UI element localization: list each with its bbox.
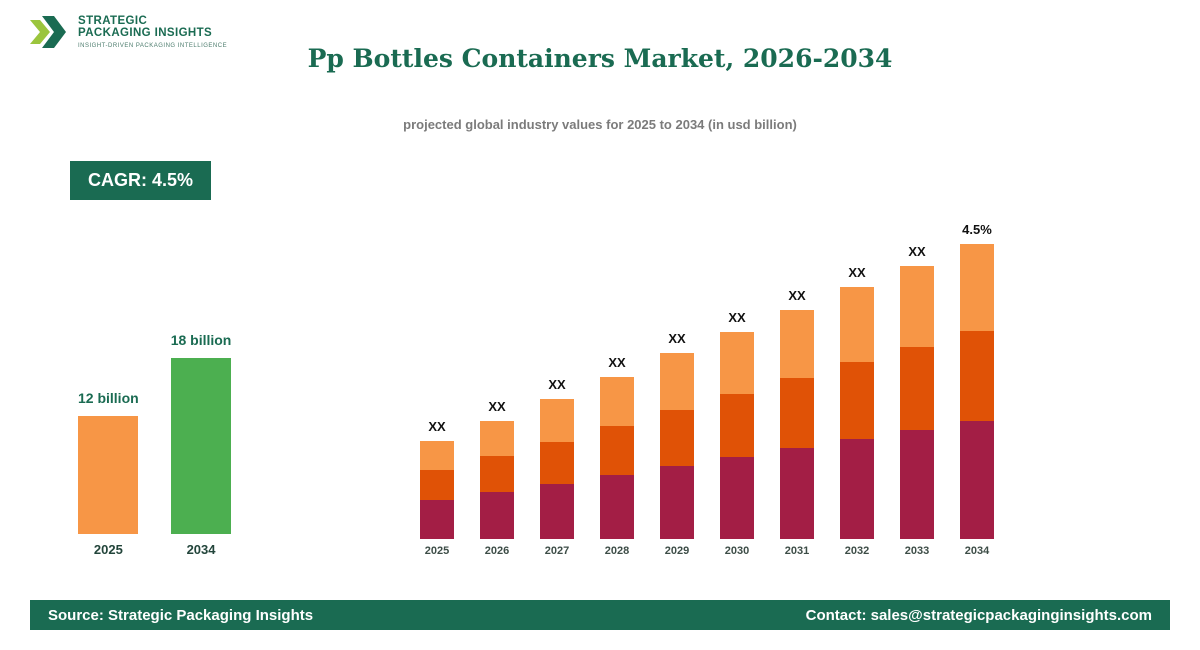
bar-segment-segment-bottom — [720, 457, 754, 539]
summary-bar — [78, 416, 139, 534]
brand-logo-text: STRATEGIC PACKAGING INSIGHTS INSIGHT-DRI… — [78, 15, 227, 49]
bar-segment-segment-middle — [600, 426, 634, 475]
stacked-bar-group: XX 2030 — [720, 197, 754, 557]
bar-year-label: 2025 — [424, 545, 450, 557]
bar-segment-segment-middle — [900, 347, 934, 430]
bar-year-label: 2029 — [664, 545, 690, 557]
cagr-badge: CAGR: 4.5% — [70, 161, 212, 200]
page-title: Pp Bottles Containers Market, 2026-2034 — [307, 44, 893, 73]
summary-bar — [171, 358, 232, 534]
bar-segment-segment-bottom — [600, 475, 634, 539]
stacked-bar-group: XX 2027 — [540, 197, 574, 557]
bar-segment-segment-middle — [660, 410, 694, 466]
bar-value-label: XX — [728, 310, 746, 325]
bar-segment-segment-middle — [720, 394, 754, 457]
bar-value-label: 4.5% — [962, 222, 992, 237]
bar-segment-segment-top — [540, 399, 574, 442]
bar-value-label: XX — [428, 419, 446, 434]
stacked-bar — [540, 399, 574, 539]
bar-segment-segment-middle — [480, 456, 514, 492]
bar-value-label: XX — [788, 288, 806, 303]
summary-bar-group: 18 billion 2034 — [171, 322, 232, 557]
stacked-bar — [840, 287, 874, 539]
bar-year-label: 2033 — [904, 545, 930, 557]
stacked-bar-group: XX 2031 — [780, 197, 814, 557]
bar-segment-segment-top — [840, 287, 874, 362]
bar-segment-segment-bottom — [480, 492, 514, 539]
stacked-bar-group: XX 2026 — [480, 197, 514, 557]
bar-segment-segment-bottom — [900, 430, 934, 539]
brand-name-line2: PACKAGING INSIGHTS — [78, 26, 213, 39]
bar-year-label: 2026 — [484, 545, 510, 557]
brand-name-line1: STRATEGIC — [78, 14, 148, 27]
stacked-bar — [480, 421, 514, 539]
bar-segment-segment-top — [780, 310, 814, 378]
double-chevron-logo-icon — [30, 16, 66, 48]
bar-segment-segment-top — [660, 353, 694, 410]
bar-segment-segment-top — [600, 377, 634, 426]
stacked-bar-chart: XX 2025 XX 2026 XX 2027 XX 2028 XX 2029 XX 2030 XX 20… — [420, 197, 994, 557]
bar-segment-segment-top — [960, 244, 994, 331]
bar-segment-segment-middle — [780, 378, 814, 448]
stacked-bar-group: XX 2032 — [840, 197, 874, 557]
brand-tagline: INSIGHT-DRIVEN PACKAGING INTELLIGENCE — [78, 42, 228, 49]
bar-segment-segment-top — [900, 266, 934, 347]
stacked-bar-group: 4.5% 2034 — [960, 197, 994, 557]
bar-segment-segment-bottom — [840, 439, 874, 539]
stacked-bar — [720, 332, 754, 539]
bar-year-label: 2027 — [544, 545, 570, 557]
footer-contact: Contact: sales@strategicpackaginginsight… — [805, 606, 1152, 624]
summary-bar-value-label: 18 billion — [170, 332, 232, 348]
bar-value-label: XX — [608, 355, 626, 370]
brand-logo: STRATEGIC PACKAGING INSIGHTS INSIGHT-DRI… — [30, 12, 227, 52]
bar-value-label: XX — [848, 265, 866, 280]
stacked-bar-group: XX 2033 — [900, 197, 934, 557]
bar-year-label: 2028 — [604, 545, 630, 557]
bar-segment-segment-top — [420, 441, 454, 470]
bar-segment-segment-top — [480, 421, 514, 456]
bar-year-label: 2031 — [784, 545, 810, 557]
bar-value-label: XX — [548, 377, 566, 392]
stacked-bar-group: XX 2028 — [600, 197, 634, 557]
bar-value-label: XX — [908, 244, 926, 259]
bar-segment-segment-bottom — [660, 466, 694, 539]
stacked-bar — [420, 441, 454, 539]
bar-value-label: XX — [488, 399, 506, 414]
page-subtitle: projected global industry values for 202… — [403, 117, 797, 132]
bar-year-label: 2030 — [724, 545, 750, 557]
bar-year-label: 2034 — [964, 545, 990, 557]
summary-bar-year-label: 2034 — [186, 542, 216, 557]
summary-bar-year-label: 2025 — [93, 542, 123, 557]
summary-chart: 12 billion 2025 18 billion 2034 — [78, 322, 231, 557]
summary-bar-group: 12 billion 2025 — [78, 322, 139, 557]
footer-bar: Source: Strategic Packaging Insights Con… — [30, 600, 1170, 630]
footer-source: Source: Strategic Packaging Insights — [48, 606, 314, 624]
stacked-bar-group: XX 2029 — [660, 197, 694, 557]
bar-segment-segment-top — [720, 332, 754, 394]
stacked-bar-group: XX 2025 — [420, 197, 454, 557]
bar-segment-segment-middle — [840, 362, 874, 439]
stacked-bar — [600, 377, 634, 539]
bar-segment-segment-middle — [420, 470, 454, 500]
bar-segment-segment-middle — [540, 442, 574, 484]
stacked-bar — [780, 310, 814, 539]
stacked-bar — [660, 353, 694, 539]
stacked-bar — [960, 244, 994, 539]
bar-year-label: 2032 — [844, 545, 870, 557]
bar-value-label: XX — [668, 331, 686, 346]
bar-segment-segment-bottom — [780, 448, 814, 539]
bar-segment-segment-middle — [960, 331, 994, 421]
bar-segment-segment-bottom — [960, 421, 994, 539]
bar-segment-segment-bottom — [540, 484, 574, 539]
stacked-bar — [900, 266, 934, 539]
summary-bar-value-label: 12 billion — [78, 390, 139, 406]
bar-segment-segment-bottom — [420, 500, 454, 539]
